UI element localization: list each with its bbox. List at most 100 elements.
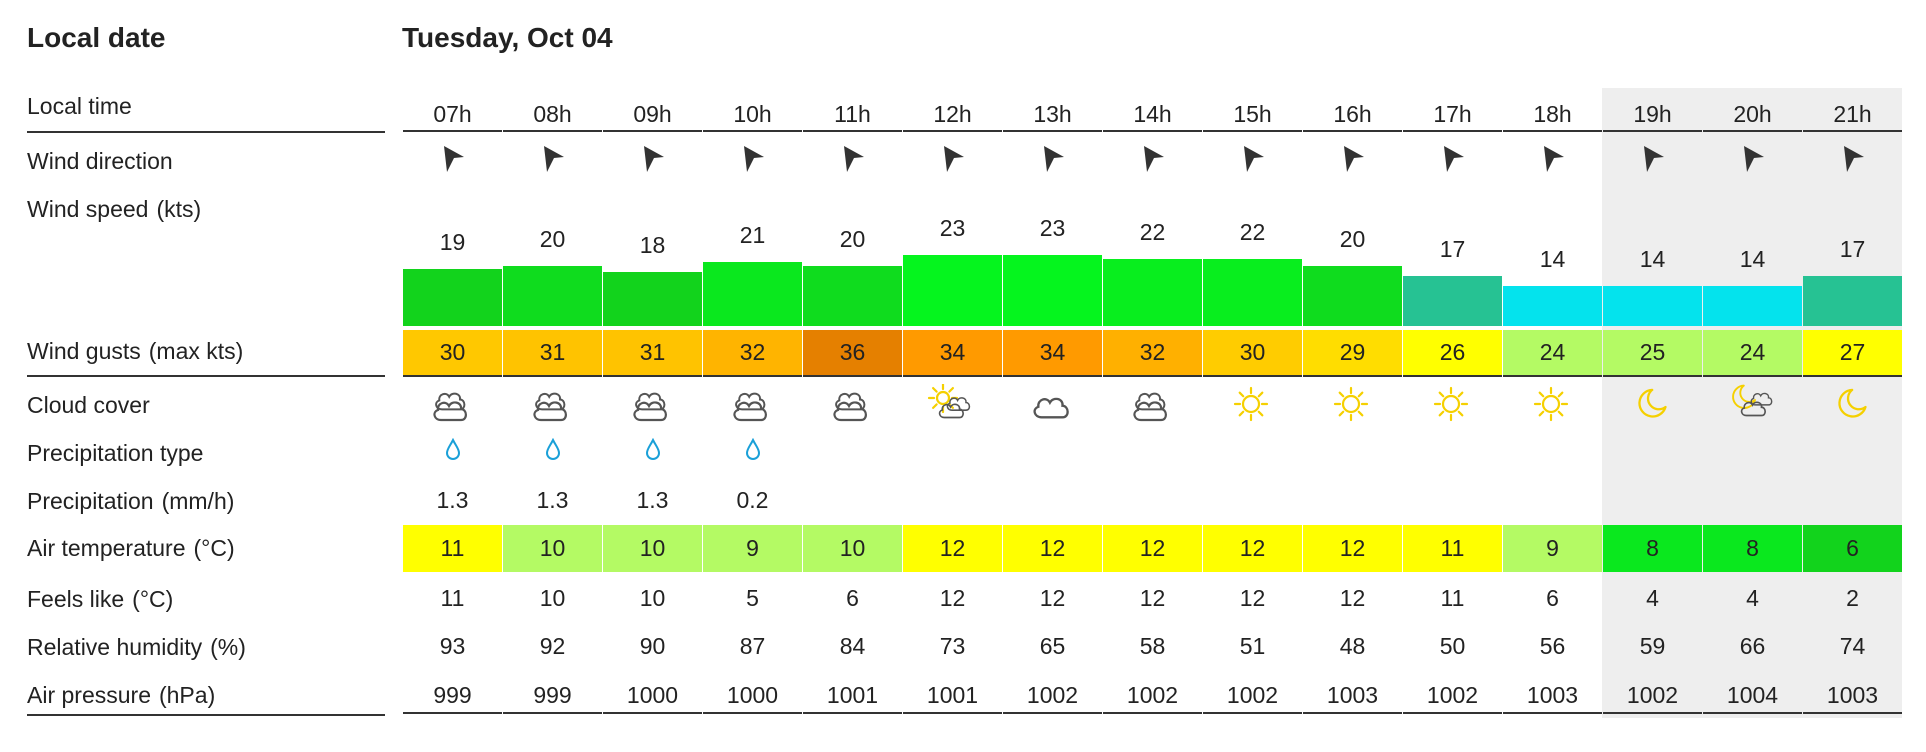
air-temp-cell: 11 [1403, 525, 1502, 572]
feels-like-value: 6 [1546, 585, 1559, 611]
hour-label: 08h [503, 98, 602, 132]
label-precip-type: Precipitation type [27, 440, 204, 466]
feels-like-value: 4 [1746, 585, 1759, 611]
humidity-value: 56 [1539, 633, 1566, 659]
feels-like-value: 5 [746, 585, 759, 611]
feels-like-value: 6 [846, 585, 859, 611]
pressure-value: 1002 [1103, 678, 1202, 714]
wind-speed-bar [603, 272, 702, 326]
precip-value [1503, 485, 1602, 515]
air-temp-cell: 9 [1503, 525, 1602, 572]
feels-like-value: 11 [440, 585, 465, 611]
wind-gust-cell: 31 [503, 330, 602, 375]
humidity-value: 92 [539, 633, 566, 659]
label-humidity: Relative humidity (%) [27, 634, 246, 660]
night-column-bg [1802, 88, 1902, 718]
precip-value: 1.3 [536, 487, 569, 513]
wind-speed-bar [1003, 255, 1102, 326]
humidity-value: 66 [1739, 633, 1766, 659]
gust-rule [1203, 375, 1302, 377]
rule-wind-gusts [27, 375, 385, 377]
air-temp-cell: 10 [803, 525, 902, 572]
wind-gust-cell: 30 [403, 330, 502, 375]
hour-label: 17h [1403, 98, 1502, 132]
humidity-value: 90 [639, 633, 666, 659]
wind-speed-bar [803, 266, 902, 326]
gust-rule [903, 375, 1002, 377]
label-feels-like: Feels like (°C) [27, 586, 174, 612]
wind-gust-cell: 34 [1003, 330, 1102, 375]
pressure-value: 1001 [903, 678, 1002, 714]
pressure-value: 1002 [1603, 678, 1702, 714]
wind-speed-value: 20 [1339, 226, 1366, 252]
gust-rule [1703, 375, 1802, 377]
label-local-time: Local time [27, 93, 132, 119]
moon-icon [1603, 384, 1702, 426]
wind-speed-bar [703, 262, 802, 326]
feels-like-value: 4 [1646, 585, 1659, 611]
local-date-label: Local date [27, 22, 166, 53]
wind-speed-value: 14 [1739, 246, 1766, 272]
pressure-value: 1002 [1403, 678, 1502, 714]
hour-label: 07h [403, 98, 502, 132]
wind-direction-icon [603, 142, 702, 178]
wind-speed-bar [403, 269, 502, 326]
gust-rule [1803, 375, 1902, 377]
pressure-value: 999 [403, 678, 502, 714]
wind-gust-cell: 27 [1803, 330, 1902, 375]
wind-direction-icon [1803, 142, 1902, 178]
label-air-temp: Air temperature (°C) [27, 535, 235, 561]
precip-value [1303, 485, 1402, 515]
wind-gust-cell: 36 [803, 330, 902, 375]
label-precip: Precipitation (mm/h) [27, 488, 235, 514]
precip-type-empty [1603, 438, 1702, 468]
humidity-value: 50 [1439, 633, 1466, 659]
cloud-rain-icon [403, 384, 502, 426]
precip-value [1203, 485, 1302, 515]
hour-label: 09h [603, 98, 702, 132]
precip-type-empty [803, 438, 902, 468]
wind-speed-bar [1503, 286, 1602, 326]
precip-type-empty [1103, 438, 1202, 468]
raindrop-icon [603, 438, 702, 468]
humidity-value: 84 [839, 633, 866, 659]
wind-speed-bar [503, 266, 602, 326]
precip-type-empty [903, 438, 1002, 468]
precip-value [1003, 485, 1102, 515]
gust-rule [703, 375, 802, 377]
gust-rule [1603, 375, 1702, 377]
raindrop-icon [503, 438, 602, 468]
cloud-icon [1003, 384, 1102, 426]
pressure-value: 1000 [703, 678, 802, 714]
wind-speed-value: 20 [539, 226, 566, 252]
hour-label: 13h [1003, 98, 1102, 132]
pressure-value: 1003 [1803, 678, 1902, 714]
wind-direction-icon [703, 142, 802, 178]
air-temp-cell: 8 [1703, 525, 1802, 572]
wind-direction-icon [1303, 142, 1402, 178]
gust-rule [603, 375, 702, 377]
wind-speed-bar [1303, 266, 1402, 326]
wind-direction-icon [1003, 142, 1102, 178]
label-cloud-cover: Cloud cover [27, 392, 150, 418]
feels-like-value: 12 [939, 585, 966, 611]
pressure-value: 1003 [1303, 678, 1402, 714]
humidity-value: 48 [1339, 633, 1366, 659]
air-temp-cell: 12 [1203, 525, 1302, 572]
hour-label: 21h [1803, 98, 1902, 132]
precip-value [1603, 485, 1702, 515]
precip-value [1103, 485, 1202, 515]
rule-pressure [27, 714, 385, 716]
gust-rule [1503, 375, 1602, 377]
moon-icon [1803, 384, 1902, 426]
air-temp-cell: 10 [603, 525, 702, 572]
precip-type-empty [1003, 438, 1102, 468]
wind-direction-icon [803, 142, 902, 178]
precip-type-empty [1703, 438, 1802, 468]
wind-gust-cell: 29 [1303, 330, 1402, 375]
air-temp-cell: 12 [1303, 525, 1402, 572]
air-temp-cell: 12 [903, 525, 1002, 572]
wind-speed-value: 14 [1539, 246, 1566, 272]
label-wind-speed: Wind speed (kts) [27, 196, 202, 222]
hour-label: 20h [1703, 98, 1802, 132]
